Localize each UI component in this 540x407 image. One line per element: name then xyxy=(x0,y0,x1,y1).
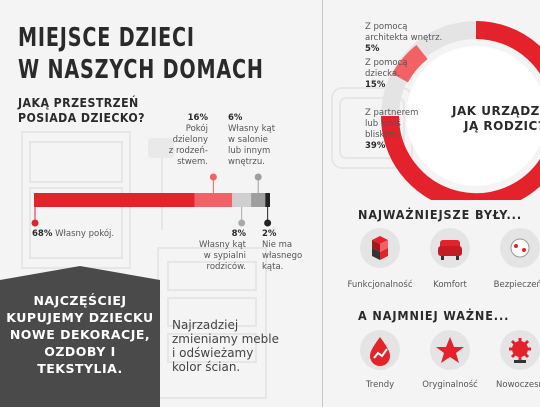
label-no-space: 2% Nie ma własnego kąta. xyxy=(262,229,303,272)
icon-label-originality: Oryginalność xyxy=(422,380,478,390)
bar-segment-0 xyxy=(34,193,195,207)
bar-segment-2 xyxy=(232,193,252,207)
most-important-heading: NAJWAŻNIEJSZE BYŁY... xyxy=(358,207,522,222)
safety-icon xyxy=(500,228,540,268)
label-shared-room: 16% Pokój dzielony z rodzeń- stwem. xyxy=(168,113,208,167)
armchair-icon xyxy=(430,228,470,268)
bar-dot-2 xyxy=(238,219,246,227)
bar-dot-3 xyxy=(254,173,262,181)
donut-slice-self xyxy=(475,21,540,74)
donut-label-partner: Z partnerem lub kimś bliskim. 39% xyxy=(365,108,419,151)
bar-segment-4 xyxy=(265,193,270,207)
label-parents-bedroom: 8% Własny kąt w sypialni rodziców. xyxy=(198,229,246,272)
donut-chart xyxy=(380,21,540,200)
icon-label-safety: Bezpieczeńs xyxy=(493,280,540,290)
star-icon xyxy=(430,330,470,370)
callout-box: NAJCZĘŚCIEJ KUPUJEMY DZIECKU NOWE DEKORA… xyxy=(0,266,160,407)
least-important-heading: A NAJMNIEJ WAŻNE... xyxy=(358,308,510,323)
donut-label-child: Z pomocą dziecka. 15% xyxy=(365,58,408,90)
bar-dot-1 xyxy=(209,173,217,181)
column-divider xyxy=(322,0,323,407)
icon-label-trends: Trendy xyxy=(365,380,395,390)
icon-label-functionality: Funkcjonalność xyxy=(347,280,413,290)
note-text: Najrzadziej zmieniamy meble i odświeżamy… xyxy=(172,318,280,374)
bar-segment-3 xyxy=(251,193,266,207)
bar-segment-1 xyxy=(194,193,233,207)
donut-title: JAK URZĄDZIŁ JĄ RODZIC? xyxy=(452,104,540,133)
trend-drop-icon xyxy=(360,330,400,370)
cubes-icon xyxy=(360,228,400,268)
stacked-bar-chart xyxy=(31,173,272,227)
page-title: MIEJSCE DZIECI W NASZYCH DOMACH xyxy=(18,23,264,85)
donut-slice-child xyxy=(392,44,428,83)
bar-dot-0 xyxy=(31,219,39,227)
icon-label-comfort: Komfort xyxy=(433,280,467,290)
donut-label-architect: Z pomocą architekta wnętrz. 5% xyxy=(365,22,443,54)
bar-dot-4 xyxy=(264,219,272,227)
donut-slice-partner xyxy=(380,115,540,200)
icon-label-modernity: Nowoczesn xyxy=(496,380,540,390)
label-living-room-corner: 6% Własny kąt w salonie lub innym wnętrz… xyxy=(228,113,276,167)
label-own-room: 68% Własny pokój. xyxy=(32,229,115,239)
gear-icon xyxy=(500,330,540,370)
question-heading: JAKĄ PRZESTRZEŃ POSIADA DZIECKO? xyxy=(18,95,146,125)
